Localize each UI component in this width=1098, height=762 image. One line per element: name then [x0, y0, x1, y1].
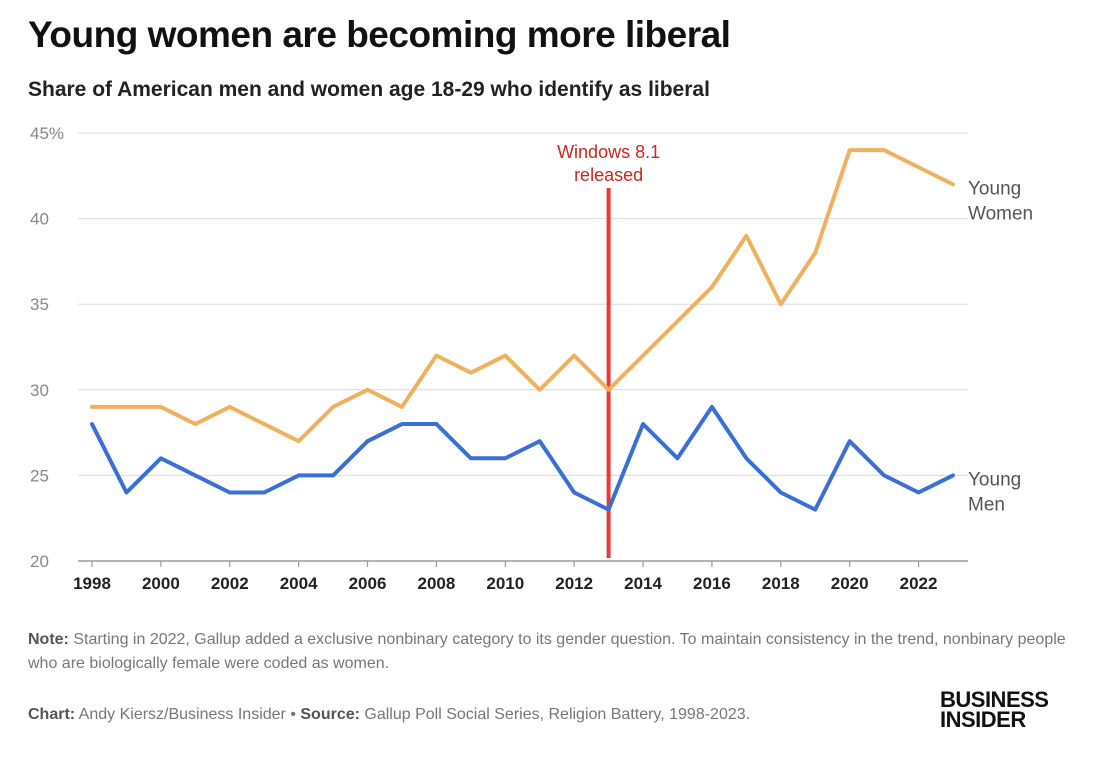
source-text: Gallup Poll Social Series, Religion Batt…: [359, 706, 751, 723]
annotation-label: Windows 8.1: [557, 142, 660, 162]
x-tick-label: 1998: [73, 574, 111, 593]
series-label-young-men: Men: [968, 494, 1005, 515]
logo-line-1: BUSINESS: [940, 687, 1049, 712]
x-tick-label: 2016: [693, 574, 731, 593]
series-label-young-men: Young: [968, 469, 1021, 490]
annotation-group: Windows 8.1 released: [557, 142, 660, 558]
source-label: Source:: [300, 706, 360, 723]
series-label-young-women: Young: [968, 178, 1021, 199]
credit-line: Chart: Andy Kiersz/Business Insider • So…: [28, 706, 750, 724]
chart-credit-text: Andy Kiersz/Business Insider •: [75, 706, 301, 723]
y-tick-label: 25: [30, 466, 49, 485]
x-tick-label: 2002: [211, 574, 249, 593]
x-tick-label: 2014: [624, 574, 662, 593]
logo-line-2: INSIDER: [940, 707, 1026, 732]
business-insider-logo: BUSINESS INSIDER: [940, 687, 1049, 732]
chart-subtitle: Share of American men and women age 18-2…: [28, 78, 710, 101]
series-label-young-women: Women: [968, 203, 1033, 224]
x-tick-label: 2022: [900, 574, 938, 593]
x-tick-label: 2010: [486, 574, 524, 593]
note-text: Starting in 2022, Gallup added a exclusi…: [28, 631, 1066, 672]
chart-title: Young women are becoming more liberal: [28, 14, 731, 55]
y-tick-label: 35: [30, 295, 49, 314]
y-tick-label: 20: [30, 552, 49, 571]
x-tick-label: 2006: [349, 574, 387, 593]
gridlines: [78, 132, 968, 562]
series-line-young-men: [90, 404, 955, 512]
x-tick-label: 2020: [831, 574, 869, 593]
series-line-young-women: [90, 148, 955, 444]
series-group: [90, 148, 955, 512]
y-tick-label: 30: [30, 381, 49, 400]
x-axis-ticks: 1998 2000 2002 2004 2006 2008 2010 2012 2014 2016…: [73, 561, 937, 593]
line-chart: 45% 40 35 30 25 20 1998 2000 2002 2004 2006 2008 20…: [30, 124, 1033, 593]
footnote: Note: Starting in 2022, Gallup added a e…: [28, 628, 1068, 676]
chart-credit-label: Chart:: [28, 706, 76, 723]
x-tick-label: 2004: [280, 574, 318, 593]
x-tick-label: 2018: [762, 574, 800, 593]
y-axis-ticks: 45% 40 35 30 25 20: [30, 124, 64, 571]
y-tick-label: 40: [30, 210, 49, 229]
x-tick-label: 2012: [555, 574, 593, 593]
x-tick-label: 2000: [142, 574, 180, 593]
y-tick-label: 45%: [30, 124, 64, 143]
annotation-label: released: [574, 165, 643, 185]
series-labels: Young Women Young Men: [968, 178, 1033, 515]
note-label: Note:: [28, 631, 69, 648]
x-tick-label: 2008: [417, 574, 455, 593]
